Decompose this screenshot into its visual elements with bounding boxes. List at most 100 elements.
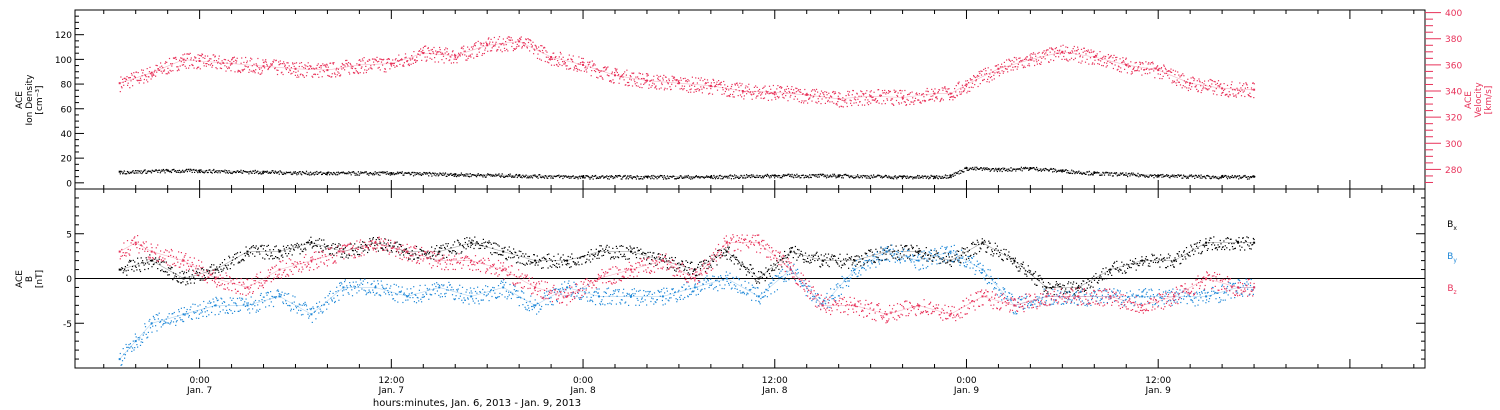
bx-series-sample [859,261,861,263]
bx-series-sample [643,252,645,254]
velocity-series-sample [1057,52,1059,54]
density-series-sample [711,177,713,179]
velocity-series-sample [757,90,759,92]
bx-series-sample [497,244,499,246]
density-series-sample [1137,172,1139,174]
bx-series-sample [857,255,859,257]
velocity-series-sample [1158,68,1160,70]
bx-series-sample [314,244,316,247]
velocity-series-sample [1133,68,1135,70]
velocity-series-sample [1192,76,1194,78]
velocity-series-sample [502,38,504,40]
density-series-sample [717,177,719,180]
density-series-sample [869,177,871,179]
velocity-series-sample [1008,58,1010,60]
bx-series-sample [267,244,269,246]
density-series-sample [984,169,986,171]
density-series-sample [697,176,699,179]
bx-series-sample [336,246,339,248]
velocity-series-point [422,52,425,55]
velocity-series-sample [331,76,333,78]
velocity-series-sample [1229,94,1231,96]
bx-series-sample [924,253,926,255]
density-series-sample [1059,170,1061,172]
bx-series-sample [652,252,654,254]
density-series-sample [593,175,595,177]
velocity-series-sample [137,72,139,74]
bx-series-sample [889,249,891,251]
velocity-series-sample [185,59,187,62]
density-series-sample [906,175,908,177]
velocity-series-sample [650,86,652,88]
density-series-sample [707,175,709,178]
velocity-series-sample [1212,93,1215,95]
velocity-series-sample [954,88,956,90]
bx-series-sample [382,249,385,251]
bx-series-sample [298,244,300,246]
velocity-series-sample [251,65,253,67]
density-series-sample [384,172,386,174]
velocity-series-sample [1177,71,1179,73]
bx-series-sample [854,255,856,258]
velocity-series-sample [155,64,157,66]
density-series-sample [868,175,870,177]
density-series-sample [772,174,774,176]
density-series-sample [626,177,628,179]
bx-series-sample [938,262,940,265]
density-series-sample [318,172,320,174]
density-series-sample [853,177,855,179]
density-series-sample [885,174,887,176]
velocity-series-sample [218,55,220,57]
bx-series-sample [832,255,835,257]
density-series-sample [1010,167,1012,169]
bx-series-sample [142,260,144,262]
bx-series-sample [634,251,636,253]
density-series-sample [411,171,413,174]
bx-series-sample [443,257,445,259]
velocity-series-sample [1039,63,1041,65]
velocity-series-sample [347,62,350,64]
density-series-sample [880,176,882,179]
bx-series-sample [798,249,800,251]
velocity-series-sample [514,48,516,50]
velocity-series-sample [1040,61,1042,63]
density-series-sample [1068,172,1070,174]
density-series-sample [471,174,473,176]
density-series-sample [765,174,767,176]
velocity-series-sample [132,85,134,87]
velocity-series-sample [1054,51,1056,53]
bx-series-sample [744,266,746,269]
density-series-sample [805,174,807,177]
bx-series-sample [524,264,526,266]
bx-series-sample [939,258,941,260]
bx-series-sample [666,267,668,269]
velocity-series-sample [1080,62,1082,64]
bx-series-sample [772,269,774,271]
velocity-series-sample [1061,52,1064,54]
velocity-series-sample [924,100,927,102]
bx-series-sample [944,252,946,254]
bx-series-sample [817,259,819,261]
density-series-sample [633,176,635,178]
density-series-sample [853,177,855,179]
density-series-sample [1191,176,1193,178]
velocity-series-sample [1017,66,1019,68]
bx-series-sample [965,258,968,260]
density-series-sample [265,171,268,173]
density-series-sample [427,172,429,174]
bx-series-sample [362,241,364,243]
bx-series-sample [502,250,505,252]
bx-series-sample [751,268,753,270]
density-series-sample [886,176,888,178]
density-series-sample [252,170,254,172]
bx-series-sample [908,248,910,250]
velocity-series-sample [1099,51,1101,53]
velocity-series-point [1093,56,1096,58]
bx-series-sample [574,263,576,265]
velocity-series-sample [633,72,635,74]
velocity-series-sample [771,99,773,101]
velocity-series-sample [942,99,944,101]
density-series-sample [534,174,536,176]
velocity-series-sample [1062,44,1064,46]
density-series-sample [864,176,866,178]
